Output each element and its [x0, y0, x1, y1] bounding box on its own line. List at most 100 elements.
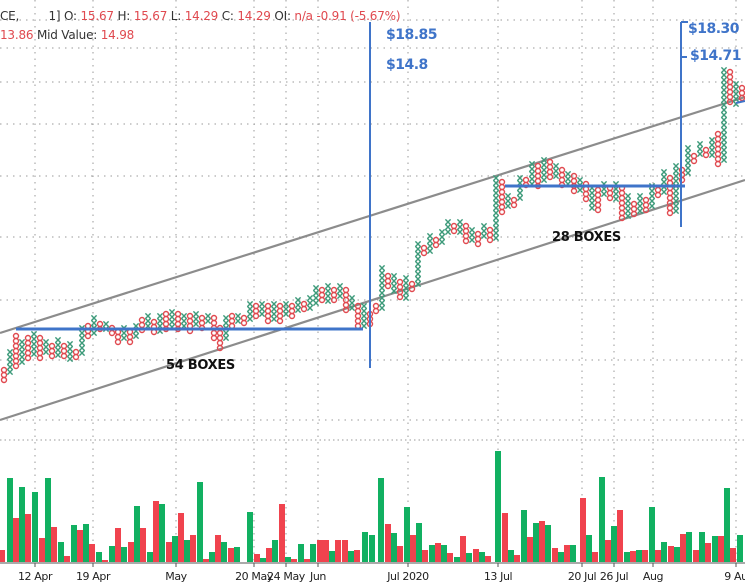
x-tick-label: 13 Jul	[483, 570, 513, 583]
volume-bar	[89, 544, 95, 562]
x-box-icon	[294, 296, 302, 304]
x-box-icon	[168, 308, 176, 316]
o-box-icon	[594, 191, 602, 199]
x-box-icon	[414, 280, 422, 288]
o-box-icon	[354, 317, 362, 325]
symbol-label: CE,	[0, 9, 20, 23]
x-box-icon	[234, 317, 242, 325]
x-box-icon	[624, 202, 632, 210]
x-box-icon	[54, 346, 62, 354]
o-box-icon	[300, 300, 308, 308]
o-box-icon	[450, 227, 458, 235]
o-box-icon	[630, 200, 638, 208]
volume-bar	[7, 478, 13, 562]
volume-bar	[153, 501, 159, 562]
volume-bar	[391, 533, 397, 562]
x-box-icon	[672, 177, 680, 185]
o-box-icon	[558, 171, 566, 179]
change-percent: (-5.67%)	[350, 9, 401, 23]
o-box-icon	[714, 140, 722, 148]
volume-bar	[172, 536, 178, 562]
volume-bar	[203, 559, 209, 562]
volume-bar	[178, 513, 184, 562]
o-box-icon	[216, 334, 224, 342]
x-box-icon	[78, 339, 86, 347]
volume-bar	[329, 551, 335, 562]
x-box-icon	[708, 151, 716, 159]
x-box-icon	[672, 172, 680, 180]
x-box-icon	[306, 304, 314, 312]
o-box-icon	[48, 352, 56, 360]
o-box-icon	[594, 186, 602, 194]
x-box-icon	[588, 194, 596, 202]
x-box-icon	[348, 294, 356, 302]
o-box-icon	[372, 307, 380, 315]
x-box-icon	[414, 245, 422, 253]
x-box-icon	[552, 162, 560, 170]
volume-bar	[466, 553, 472, 562]
x-box-icon	[180, 317, 188, 325]
x-box-icon	[720, 101, 728, 109]
x-box-icon	[528, 175, 536, 183]
x-tick-label: 24 May	[267, 570, 305, 583]
o-box-icon	[396, 293, 404, 301]
o-box-icon	[486, 226, 494, 234]
x-box-icon	[414, 250, 422, 258]
o-box-icon	[420, 249, 428, 257]
volume-bar	[460, 536, 466, 562]
trend-channel-line	[0, 95, 745, 335]
volume-bar	[539, 521, 545, 562]
x-box-icon	[720, 96, 728, 104]
x-box-icon	[246, 305, 254, 313]
x-box-icon	[720, 116, 728, 124]
x-box-icon	[360, 302, 368, 310]
mid-value: 14.98	[100, 28, 135, 42]
o-box-icon	[606, 189, 614, 197]
x-box-icon	[504, 197, 512, 205]
x-box-icon	[492, 179, 500, 187]
x-box-icon	[636, 197, 644, 205]
x-box-icon	[492, 174, 500, 182]
volume-bar	[13, 518, 19, 562]
x-box-icon	[270, 310, 278, 318]
x-box-icon	[492, 184, 500, 192]
x-box-icon	[540, 166, 548, 174]
o-box-icon	[534, 162, 542, 170]
o-box-icon	[12, 347, 20, 355]
x-box-icon	[54, 351, 62, 359]
o-box-icon	[474, 235, 482, 243]
x-box-icon	[306, 299, 314, 307]
x-box-icon	[66, 345, 74, 353]
volume-bar	[32, 492, 38, 562]
x-box-icon	[672, 202, 680, 210]
o-box-icon	[534, 167, 542, 175]
volume-bar	[558, 552, 564, 562]
o-box-icon	[666, 204, 674, 212]
volume-bar	[545, 525, 551, 562]
x-box-icon	[282, 310, 290, 318]
volume-bar	[362, 532, 368, 562]
o-box-icon	[318, 296, 326, 304]
x-box-icon	[468, 236, 476, 244]
x-box-icon	[720, 151, 728, 159]
x-box-icon	[414, 270, 422, 278]
o-box-icon	[396, 278, 404, 286]
volume-bar	[260, 558, 266, 562]
o-box-icon	[666, 189, 674, 197]
oi-value: n/a	[294, 9, 313, 23]
volume-bar	[298, 544, 304, 562]
open-label: O:	[63, 9, 77, 23]
volume-bar	[254, 554, 260, 562]
x-box-icon	[528, 160, 536, 168]
x-box-icon	[612, 195, 620, 203]
o-box-icon	[264, 307, 272, 315]
x-box-icon	[516, 189, 524, 197]
o-box-icon	[726, 83, 734, 91]
volume-bar	[617, 510, 623, 562]
x-box-icon	[720, 71, 728, 79]
volume-bar	[128, 542, 134, 562]
o-box-icon	[0, 376, 8, 384]
x-box-icon	[30, 340, 38, 348]
